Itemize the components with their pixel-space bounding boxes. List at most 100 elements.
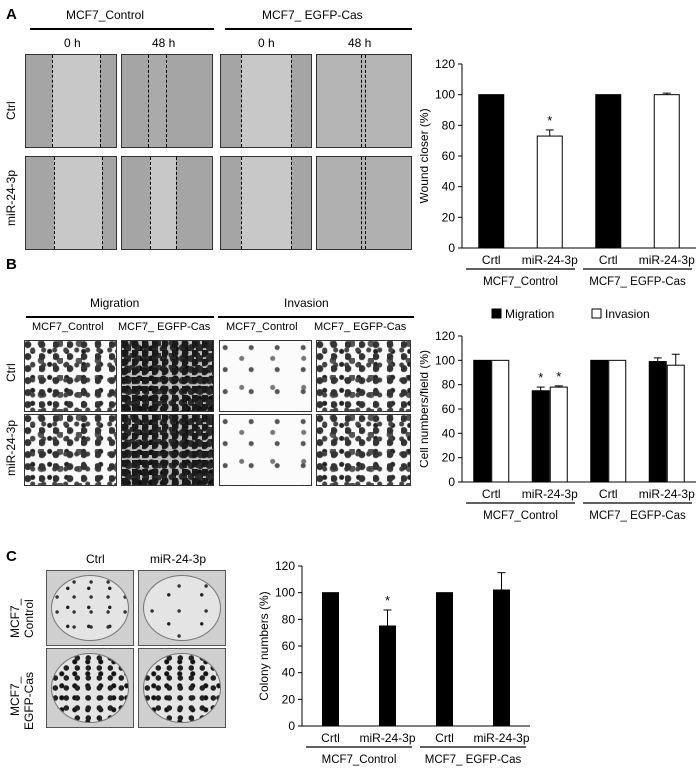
legend-swatch [491,308,502,319]
bar [379,625,396,727]
y-axis-label: Wound closer (%) [420,108,431,203]
group-label: MCF7_ EGFP-Cas [589,276,686,288]
bar [595,94,622,249]
bar [322,592,339,727]
panel-b-migration-underline [26,316,214,318]
panel-c-row-control-2: Control [22,599,36,638]
x-tick-label: Crtl [321,731,340,745]
y-tick-label: 40 [442,180,456,194]
x-tick-label: miR-24-3p [359,731,415,745]
significance-mark: * [547,113,552,128]
y-tick-label: 120 [435,329,455,343]
significance-mark: * [385,593,390,608]
bar [436,592,453,727]
x-tick-label: miR-24-3p [522,487,578,501]
x-tick-label: Crtl [482,487,501,501]
y-tick-label: 120 [435,57,455,71]
y-tick-label: 60 [442,402,456,416]
y-tick-label: 80 [442,378,456,392]
panel-a-group-egfp: MCF7_ EGFP-Cas [262,8,363,22]
y-tick-label: 80 [282,612,296,626]
x-tick-label: miR-24-3p [522,253,578,267]
y-tick-label: 20 [442,210,456,224]
bar [536,135,563,249]
wound-image-control-0h-mir [25,156,117,250]
y-tick-label: 0 [448,475,455,489]
y-tick-label: 100 [275,586,295,600]
panel-b-col-control-invasion: MCF7_Control [226,321,298,333]
wound-image-control-0h-ctrl [25,54,117,148]
panel-b-invasion-underline [218,316,414,318]
panel-a-time-48-egfp: 48 h [348,36,372,50]
panel-a-time-0-control: 0 h [64,36,81,50]
chart-cell-numbers: 0 20 40 60 80 100 120 Cell numbers/field (%) Crt… [420,307,696,522]
invasion-image-control-mir [219,414,312,486]
x-tick-label: Crtl [599,253,618,267]
panel-b-col-egfp-invasion: MCF7_ EGFP-Cas [314,321,407,333]
bar [531,390,550,483]
panel-b-letter: B [6,256,17,273]
group-label: MCF7_ EGFP-Cas [589,510,686,522]
bar [473,359,492,483]
y-tick-label: 80 [442,118,456,132]
x-tick-label: Crtl [599,487,618,501]
y-axis-label: Colony numbers (%) [257,591,271,700]
group-label: MCF7_ EGFP-Cas [425,754,522,766]
bar [648,361,667,483]
bar [549,386,568,483]
y-tick-label: 20 [282,692,296,706]
significance-mark: * [556,369,561,384]
group-label: MCF7_Control [483,276,558,288]
x-tick-label: miR-24-3p [473,731,529,745]
panel-b-col-egfp-migration: MCF7_ EGFP-Cas [118,321,211,333]
migration-image-control-ctrl [24,340,117,412]
panel-c-row-egfp-1: MCF7_ [8,676,22,716]
y-tick-label: 120 [275,559,295,573]
panel-a-time-0-egfp: 0 h [258,36,275,50]
x-tick-label: miR-24-3p [639,487,695,501]
y-tick-label: 0 [448,241,455,255]
x-tick-label: miR-24-3p [639,253,695,267]
wound-image-control-48h-mir [121,156,213,250]
significance-mark: * [538,370,543,385]
bar [491,359,510,483]
colony-dish-control-mir [138,570,226,646]
colony-dish-control-ctrl [46,570,134,646]
bar [666,364,685,483]
y-tick-label: 100 [435,353,455,367]
panel-b-migration-label: Migration [90,296,140,310]
bar [653,94,680,249]
wound-image-control-48h-ctrl [121,54,213,148]
panel-b-row-ctrl: Ctrl [4,363,18,382]
panel-a-letter: A [6,6,17,23]
y-tick-label: 100 [435,88,455,102]
y-tick-label: 0 [288,719,295,733]
panel-b-col-control-migration: MCF7_Control [32,321,104,333]
wound-image-egfp-48h-mir [316,156,412,250]
bar [590,359,609,483]
wound-image-egfp-0h-mir [220,156,312,250]
chart-wound-closure: 0 20 40 60 80 100 120 Wound closer (%) Crtl * miR-… [420,57,696,288]
panel-c-col-ctrl: Ctrl [86,552,105,566]
legend-swatch [591,308,602,319]
x-tick-label: Crtl [482,253,501,267]
panel-a-time-48-control: 48 h [152,36,176,50]
migration-image-egfp-ctrl [121,340,214,412]
panel-a-row-ctrl: Ctrl [4,101,18,120]
legend-label: Invasion [605,307,650,321]
colony-dish-egfp-mir [138,648,226,728]
wound-image-egfp-48h-ctrl [316,54,412,148]
bar [493,589,510,727]
y-tick-label: 60 [442,149,456,163]
chart-colony-numbers: 0 20 40 60 80 100 120 Colony numbers (%) Crtl * mi… [257,559,530,766]
y-tick-label: 40 [442,426,456,440]
panel-a-control-underline [30,28,214,30]
bar [478,94,505,249]
migration-image-control-mir [24,414,117,486]
panel-a-row-mir: miR-24-3p [4,169,18,226]
panel-c-col-mir: miR-24-3p [150,552,207,566]
invasion-image-egfp-mir [316,414,411,486]
y-tick-label: 20 [442,451,456,465]
migration-image-egfp-mir [121,414,214,486]
legend-label: Migration [505,307,554,321]
